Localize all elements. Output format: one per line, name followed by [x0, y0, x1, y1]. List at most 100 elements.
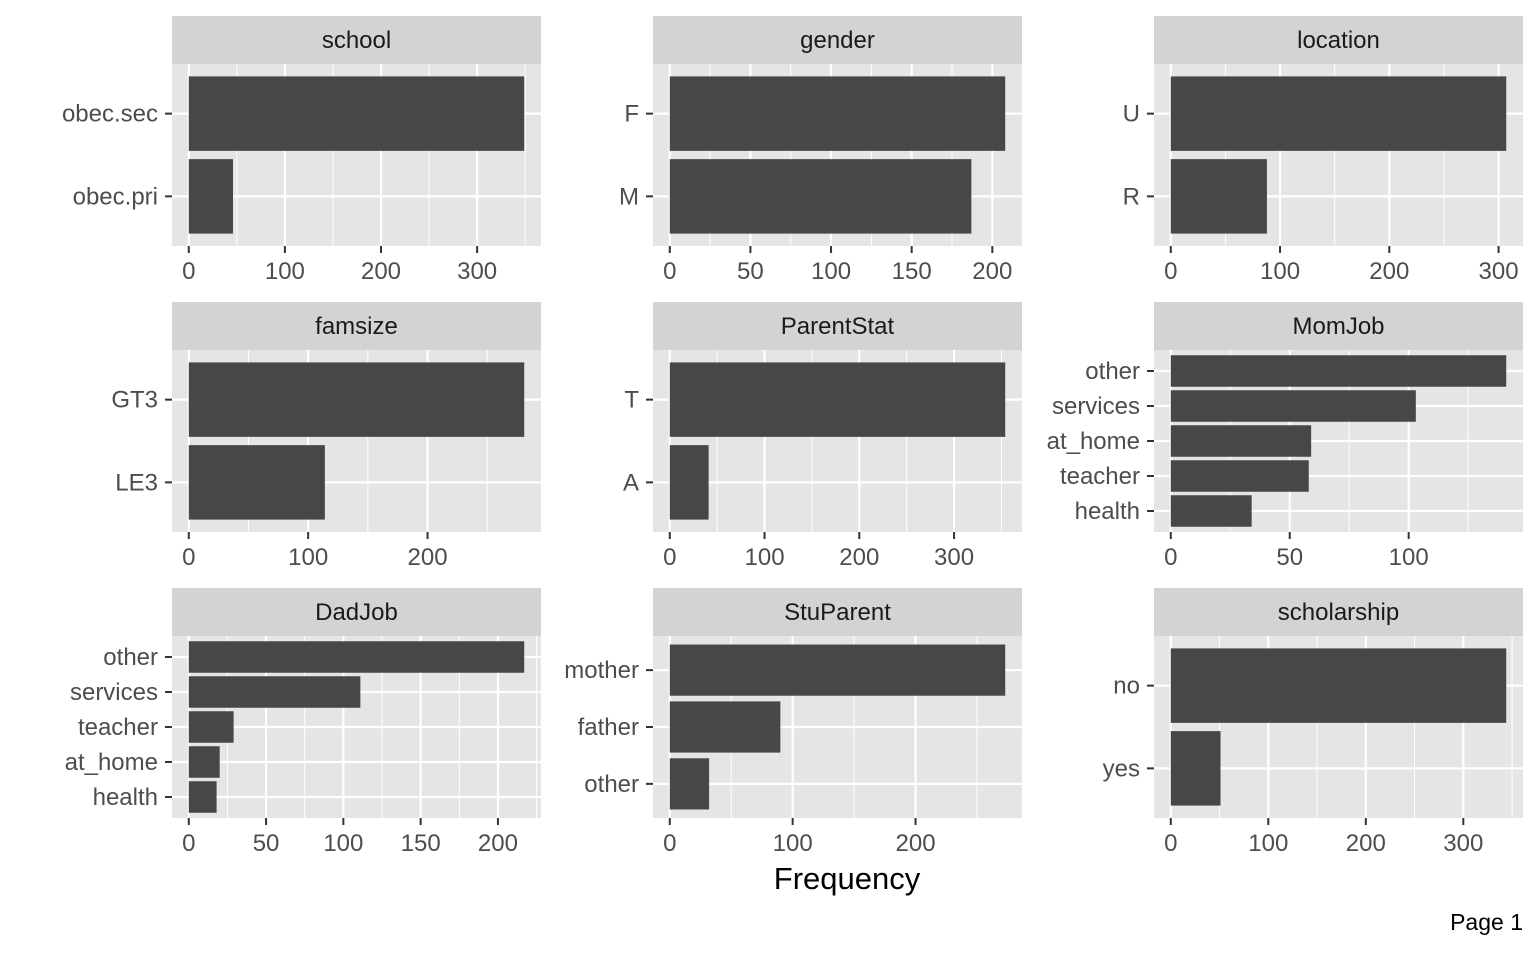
x-tick-label-famsize-0: 0: [182, 544, 195, 571]
y-tick-label-scholarship-yes: yes: [1103, 755, 1140, 782]
bar-school-obec-sec[interactable]: [188, 76, 525, 151]
y-tick-label-dadjob-health: health: [93, 784, 158, 811]
strip-title-stuparent: StuParent: [784, 599, 891, 626]
y-tick-label-dadjob-at-home: at_home: [65, 749, 158, 776]
x-tick-label-parentstat-300: 300: [934, 544, 974, 571]
x-tick-label-dadjob-100: 100: [323, 830, 363, 857]
bar-momjob-at-home[interactable]: [1170, 425, 1312, 457]
y-tick-label-famsize-le3: LE3: [115, 469, 158, 496]
panel-famsize: famsize GT3 LE3 0 100 200: [111, 302, 541, 571]
y-tick-label-gender-f: F: [624, 101, 639, 128]
y-tick-label-dadjob-other: other: [103, 644, 158, 671]
bar-dadjob-at-home[interactable]: [188, 746, 220, 778]
strip-bg-famsize: [172, 302, 541, 350]
x-tick-label-scholarship-200: 200: [1346, 830, 1386, 857]
x-tick-label-gender-0: 0: [663, 258, 676, 285]
panel-scholarship: scholarship no yes 0 100 200 300: [1103, 588, 1523, 857]
y-tick-label-location-u: U: [1123, 101, 1140, 128]
x-tick-label-parentstat-0: 0: [663, 544, 676, 571]
x-tick-label-school-200: 200: [361, 258, 401, 285]
strip-title-gender: gender: [800, 27, 875, 54]
bar-scholarship-no[interactable]: [1170, 648, 1507, 723]
bar-momjob-services[interactable]: [1170, 390, 1416, 422]
y-tick-label-famsize-gt3: GT3: [111, 387, 158, 414]
bar-stuparent-mother[interactable]: [669, 644, 1006, 696]
x-tick-label-parentstat-100: 100: [745, 544, 785, 571]
y-tick-label-stuparent-father: father: [578, 714, 639, 741]
y-tick-label-stuparent-mother: mother: [564, 657, 639, 684]
y-tick-label-parentstat-t: T: [624, 387, 639, 414]
x-tick-label-gender-50: 50: [737, 258, 764, 285]
bar-famsize-le3[interactable]: [188, 445, 325, 520]
y-tick-label-parentstat-a: A: [623, 469, 639, 496]
strip-bg-stuparent: [653, 588, 1022, 636]
bar-location-u[interactable]: [1170, 76, 1507, 151]
strip-title-famsize: famsize: [315, 313, 398, 340]
x-tick-label-location-100: 100: [1260, 258, 1300, 285]
bar-famsize-gt3[interactable]: [188, 362, 525, 437]
bar-dadjob-services[interactable]: [188, 676, 361, 708]
x-tick-label-scholarship-100: 100: [1248, 830, 1288, 857]
x-tick-label-school-0: 0: [182, 258, 195, 285]
y-tick-label-scholarship-no: no: [1113, 673, 1140, 700]
y-tick-label-location-r: R: [1123, 183, 1140, 210]
x-tick-label-famsize-200: 200: [408, 544, 448, 571]
x-axis-label: Frequency: [774, 861, 921, 896]
panel-stuparent: StuParent mother father other 0 100 200: [564, 588, 1022, 857]
x-tick-label-dadjob-150: 150: [401, 830, 441, 857]
strip-title-school: school: [322, 27, 391, 54]
x-tick-label-momjob-0: 0: [1164, 544, 1177, 571]
x-tick-label-stuparent-0: 0: [663, 830, 676, 857]
bar-stuparent-other[interactable]: [669, 758, 710, 810]
bar-school-obec-pri[interactable]: [188, 159, 233, 234]
panel-gender: gender F M 0 50 100 150 200: [619, 16, 1022, 285]
y-tick-label-school-obec-pri: obec.pri: [73, 183, 158, 210]
y-tick-label-momjob-services: services: [1052, 393, 1140, 420]
x-tick-label-location-200: 200: [1369, 258, 1409, 285]
y-tick-label-gender-m: M: [619, 183, 639, 210]
y-tick-label-stuparent-other: other: [584, 771, 639, 798]
strip-bg-school: [172, 16, 541, 64]
x-tick-label-school-100: 100: [265, 258, 305, 285]
panel-school: school obec.sec obec.pri 0 100 200 300: [62, 16, 541, 285]
bar-dadjob-other[interactable]: [188, 641, 525, 673]
strip-title-location: location: [1297, 27, 1380, 54]
x-tick-label-stuparent-200: 200: [896, 830, 936, 857]
x-tick-label-momjob-50: 50: [1276, 544, 1303, 571]
x-tick-label-gender-100: 100: [811, 258, 851, 285]
x-tick-label-dadjob-50: 50: [253, 830, 280, 857]
x-tick-label-momjob-100: 100: [1389, 544, 1429, 571]
x-tick-label-location-0: 0: [1164, 258, 1177, 285]
bar-dadjob-teacher[interactable]: [188, 711, 234, 743]
strip-bg-dadjob: [172, 588, 541, 636]
bar-momjob-teacher[interactable]: [1170, 460, 1309, 492]
x-tick-label-scholarship-300: 300: [1443, 830, 1483, 857]
bar-scholarship-yes[interactable]: [1170, 731, 1221, 806]
page-label: Page 1: [1450, 909, 1523, 935]
x-tick-label-school-300: 300: [457, 258, 497, 285]
strip-title-scholarship: scholarship: [1278, 599, 1399, 626]
x-tick-label-dadjob-0: 0: [182, 830, 195, 857]
bar-gender-f[interactable]: [669, 76, 1006, 151]
strip-bg-parentstat: [653, 302, 1022, 350]
x-tick-label-famsize-100: 100: [288, 544, 328, 571]
bar-gender-m[interactable]: [669, 159, 972, 234]
x-tick-label-parentstat-200: 200: [839, 544, 879, 571]
y-tick-label-momjob-health: health: [1075, 498, 1140, 525]
bar-location-r[interactable]: [1170, 159, 1267, 234]
bar-parentstat-a[interactable]: [669, 445, 709, 520]
x-tick-label-dadjob-200: 200: [478, 830, 518, 857]
strip-title-dadjob: DadJob: [315, 599, 398, 626]
y-tick-label-school-obec-sec: obec.sec: [62, 101, 158, 128]
y-tick-label-momjob-at-home: at_home: [1047, 428, 1140, 455]
x-tick-label-location-300: 300: [1479, 258, 1519, 285]
bar-stuparent-father[interactable]: [669, 701, 781, 753]
bar-momjob-other[interactable]: [1170, 355, 1507, 387]
bar-momjob-health[interactable]: [1170, 495, 1252, 527]
bar-parentstat-t[interactable]: [669, 362, 1006, 437]
bar-dadjob-health[interactable]: [188, 781, 217, 813]
